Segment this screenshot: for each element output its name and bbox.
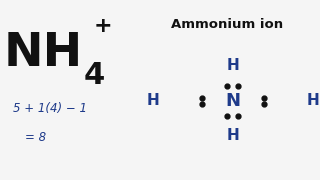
- Text: Ammonium ion: Ammonium ion: [171, 18, 283, 31]
- Text: N: N: [225, 92, 240, 110]
- Text: H: H: [307, 93, 319, 108]
- Text: H: H: [226, 129, 239, 143]
- Text: 4: 4: [84, 61, 105, 90]
- Text: NH: NH: [3, 31, 83, 76]
- Text: = 8: = 8: [25, 131, 46, 144]
- Text: H: H: [226, 58, 239, 73]
- Text: +: +: [93, 16, 112, 36]
- Text: H: H: [146, 93, 159, 108]
- Text: 5 + 1(4) − 1: 5 + 1(4) − 1: [13, 102, 87, 115]
